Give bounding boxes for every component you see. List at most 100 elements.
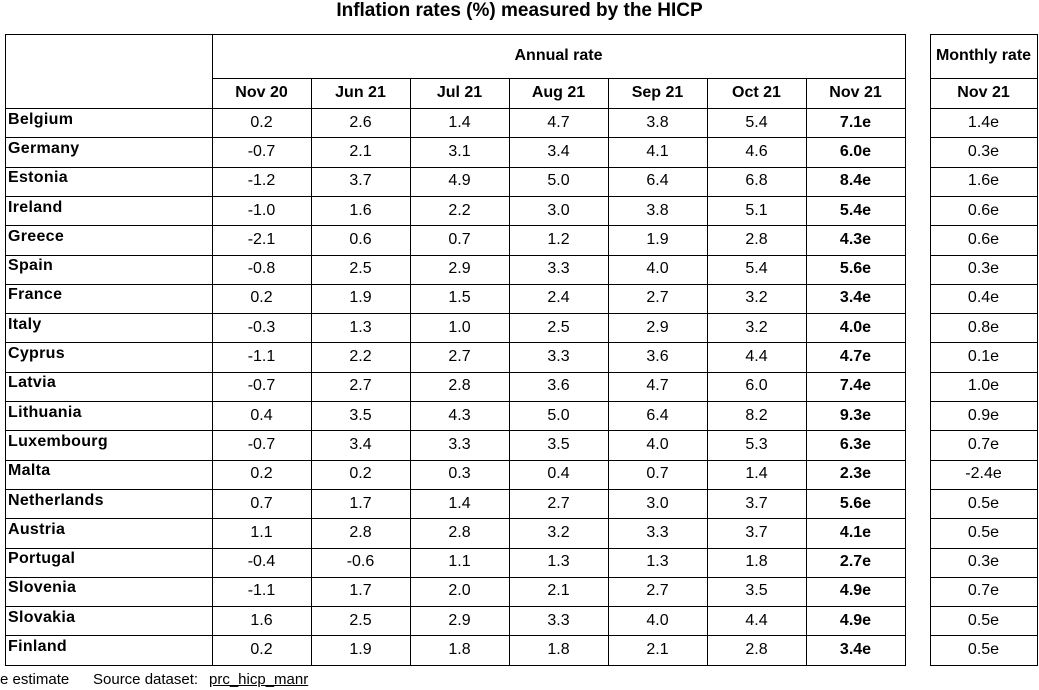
country: Malta (8, 462, 51, 480)
monthly-rate: 0.3e (967, 260, 1000, 278)
monthly-rate: 1.4e (967, 113, 1000, 131)
rate: 7.4e (839, 377, 872, 395)
monthly-rate: 0.4e (967, 289, 1000, 307)
monthly-rate-header: Monthly rate (935, 47, 1032, 64)
rate: 3.4e (839, 289, 872, 307)
rate: 1.8 (448, 641, 471, 659)
country: Belgium (8, 110, 74, 128)
rule (5, 401, 905, 402)
rule (930, 547, 1037, 549)
rate: 1.3 (349, 318, 372, 336)
rule (930, 488, 1037, 490)
rate: 1.9 (646, 230, 669, 248)
rate: 1.7 (349, 494, 372, 512)
rate: 5.1 (745, 201, 768, 219)
column-header: Sep 21 (631, 84, 684, 101)
source-link[interactable]: prc_hicp_manr (209, 671, 309, 688)
rate: 3.0 (547, 201, 570, 219)
rate: 1.6 (349, 201, 372, 219)
rate: 5.0 (547, 406, 570, 424)
rate: 0.2 (250, 641, 273, 659)
rate: -0.3 (247, 318, 276, 336)
rate: 3.2 (745, 318, 768, 336)
rule (5, 254, 905, 256)
rate: 2.1 (646, 641, 669, 659)
rate: 2.5 (547, 318, 570, 336)
source-label: Source dataset: (93, 671, 199, 688)
rule (930, 430, 1037, 432)
rate: 1.5 (448, 289, 471, 307)
rate: 1.4 (745, 465, 768, 483)
column-header: Jul 21 (436, 84, 483, 101)
rate: 3.7 (349, 172, 372, 190)
rate: 2.7e (839, 553, 872, 571)
rate: 4.0 (646, 260, 669, 278)
rule (410, 78, 411, 665)
rate: 6.0 (745, 377, 768, 395)
rate: 3.5 (349, 406, 372, 424)
rate: 0.7 (448, 230, 471, 248)
rate: 2.9 (448, 611, 471, 629)
rate: 4.9e (839, 582, 872, 600)
rate: 8.2 (745, 406, 768, 424)
rate: 6.3e (839, 435, 872, 453)
title: Inflation rates (%) measured by the HICP (336, 0, 703, 21)
rate: 4.3e (839, 230, 872, 248)
rate: 6.4 (646, 172, 669, 190)
rate: 4.7 (547, 113, 570, 131)
rate: 4.3 (448, 406, 471, 424)
rule (5, 606, 905, 608)
rule (5, 342, 905, 344)
rule (5, 283, 905, 285)
rule (212, 78, 905, 79)
country: Germany (8, 139, 80, 157)
country: Italy (8, 315, 42, 333)
rate: 4.9e (839, 611, 872, 629)
rate: -0.7 (247, 377, 276, 395)
rate: 4.9 (448, 172, 471, 190)
rate: -0.4 (247, 553, 276, 571)
rate: 2.4 (547, 289, 570, 307)
monthly-rate: 1.0e (967, 377, 1000, 395)
rule (930, 635, 1037, 637)
rate: 3.8 (646, 201, 669, 219)
rate: 4.0 (646, 611, 669, 629)
rate: 1.9 (349, 641, 372, 659)
monthly-rate: 0.5e (967, 494, 1000, 512)
rate: 3.6 (547, 377, 570, 395)
rate: 0.7 (646, 465, 669, 483)
rule (930, 195, 1037, 197)
rate: 4.4 (745, 348, 768, 366)
rate: 5.6e (839, 494, 872, 512)
rate: 2.7 (646, 289, 669, 307)
monthly-rate: 0.7e (967, 582, 1000, 600)
country: Netherlands (8, 491, 104, 509)
rate: 2.0 (448, 582, 471, 600)
rate: 3.3 (547, 260, 570, 278)
rule (5, 664, 906, 666)
rate: 2.8 (745, 230, 768, 248)
rule (930, 283, 1037, 285)
rule (5, 34, 6, 665)
rate: 2.6 (349, 113, 372, 131)
rate: -0.6 (346, 553, 375, 571)
rule (930, 108, 1037, 109)
rate: 2.7 (646, 582, 669, 600)
rate: 2.3e (839, 465, 872, 483)
monthly-rate: 0.5e (967, 523, 1000, 541)
rate: 0.2 (250, 465, 273, 483)
rate: 2.1 (349, 142, 372, 160)
rate: 4.7e (839, 348, 872, 366)
rate: 2.1 (547, 582, 570, 600)
rate: 2.7 (349, 377, 372, 395)
monthly-rate: 0.8e (967, 318, 1000, 336)
rate: -1.1 (247, 348, 276, 366)
country: Portugal (8, 550, 76, 568)
rule (311, 78, 312, 665)
country: Slovenia (8, 579, 77, 597)
rule (1037, 34, 1038, 665)
rate: 0.2 (349, 465, 372, 483)
rate: 3.3 (547, 348, 570, 366)
rate: 4.7 (646, 377, 669, 395)
country: Latvia (8, 374, 57, 392)
